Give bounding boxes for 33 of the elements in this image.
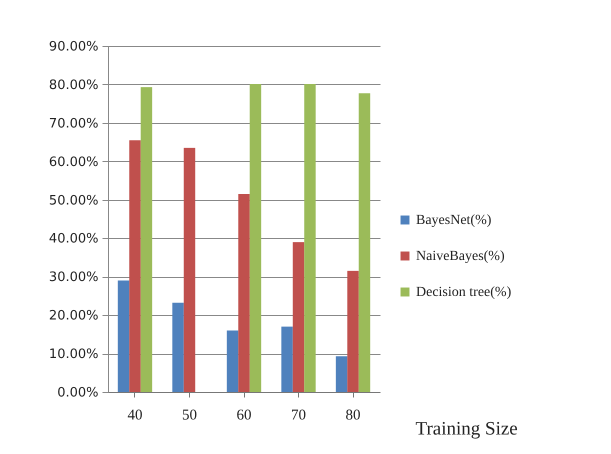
x-tick-label: 50 <box>182 408 197 424</box>
bar <box>238 194 250 392</box>
x-tick-label: 80 <box>346 408 361 424</box>
bar <box>184 148 196 392</box>
x-tick-label: 60 <box>236 408 252 424</box>
y-tick-label: 10.00% <box>48 347 98 362</box>
bar <box>304 84 316 392</box>
bar <box>140 87 152 392</box>
y-tick-label: 80.00% <box>48 78 98 93</box>
legend-label: Decision tree(%) <box>416 285 512 300</box>
bar <box>292 242 304 392</box>
bar <box>129 140 141 392</box>
x-axis-title: Training Size <box>416 418 518 440</box>
bar <box>336 356 348 392</box>
bar <box>118 280 130 392</box>
x-tick-label: 40 <box>127 408 142 424</box>
y-tick-label: 70.00% <box>48 116 98 132</box>
legend-label: BayesNet(%) <box>416 213 492 228</box>
y-tick-label: 60.00% <box>48 154 98 170</box>
y-tick-label: 90.00% <box>48 40 98 54</box>
x-tick-label: 70 <box>291 408 306 424</box>
y-tick-label: 50.00% <box>48 193 98 208</box>
y-tick-label: 40.00% <box>48 232 98 247</box>
legend-label: NaiveBayes(%) <box>416 249 505 264</box>
bar <box>281 326 293 392</box>
bar <box>226 330 238 392</box>
y-tick-label: 20.00% <box>48 308 98 324</box>
y-tick-label: 30.00% <box>48 270 98 286</box>
bar <box>250 84 262 392</box>
bar <box>172 302 184 392</box>
y-tick-label: 0.00% <box>57 386 98 400</box>
bar <box>347 270 359 392</box>
bar <box>358 93 370 392</box>
